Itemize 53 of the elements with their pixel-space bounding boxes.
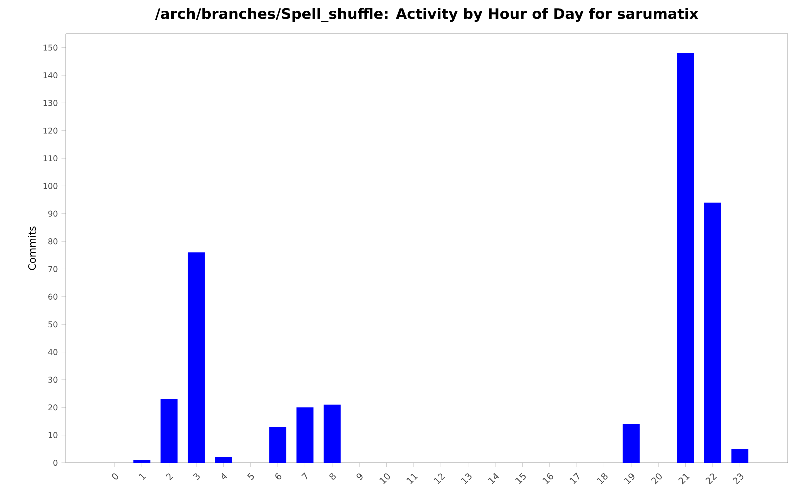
x-tick-label: 2: [166, 474, 174, 481]
x-tick-label: 9: [356, 474, 363, 480]
x-tick-label: 4: [222, 473, 228, 480]
x-tick-label: 18: [597, 474, 608, 484]
bar: [324, 404, 341, 463]
bar: [134, 460, 151, 463]
bar: [732, 449, 749, 463]
x-tick-label: 1: [139, 474, 146, 480]
x-tick-label: 11: [406, 474, 418, 484]
y-tick-label: 80: [48, 238, 58, 245]
x-tick-label: 3: [193, 474, 200, 480]
x-tick-label: 15: [516, 473, 526, 484]
y-tick-label: 20: [48, 404, 58, 411]
x-tick-label: 12: [434, 474, 446, 484]
y-tick-label: 90: [48, 210, 58, 217]
x-tick-label: 6: [276, 473, 282, 480]
y-tick-label: 10: [48, 432, 58, 438]
bar: [270, 427, 287, 463]
y-tick-label: 140: [44, 72, 58, 79]
x-tick-label: 22: [706, 474, 718, 485]
x-tick-label: 8: [330, 474, 336, 480]
bar: [704, 202, 722, 463]
y-tick-label: 0: [54, 460, 58, 466]
x-tick-label: 0: [112, 474, 118, 480]
bar: [188, 252, 205, 463]
bar: [622, 424, 640, 463]
x-tick-label: 10: [380, 474, 390, 484]
x-tick-label: 21: [678, 474, 690, 485]
x-tick-label: 5: [247, 473, 254, 480]
chart-title: /arch/branches/Spell_shuffle: Activity by Hour of Day for sarumatix: [155, 8, 698, 22]
y-tick-label: 120: [44, 128, 58, 134]
bar: [160, 399, 178, 463]
x-tick-label: 23: [732, 474, 744, 485]
bar: [296, 408, 314, 463]
bar: [677, 53, 694, 463]
x-tick-label: 19: [624, 474, 635, 484]
y-tick-label: 30: [48, 376, 58, 383]
x-tick-label: 13: [461, 474, 472, 484]
x-tick-label: 14: [488, 473, 500, 484]
y-tick-label: 130: [44, 100, 58, 106]
y-tick-label: 150: [44, 44, 58, 51]
y-tick-label: 50: [48, 322, 58, 328]
y-tick-label: 110: [44, 156, 58, 162]
x-tick-label: 17: [570, 472, 580, 484]
y-tick-label: 70: [48, 266, 58, 272]
y-axis-title: Commits: [28, 226, 36, 270]
x-tick-label: 20: [651, 474, 662, 485]
x-tick-label: 7: [302, 472, 308, 480]
y-tick-label: 100: [44, 183, 58, 190]
x-tick-label: 16: [542, 473, 554, 484]
bar: [215, 457, 232, 463]
y-tick-label: 60: [48, 294, 58, 300]
y-tick-label: 40: [48, 349, 58, 356]
